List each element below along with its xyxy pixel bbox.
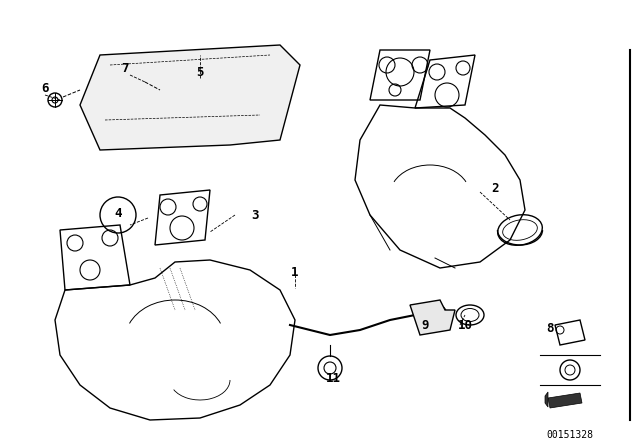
Polygon shape	[548, 393, 582, 408]
Text: 8: 8	[547, 322, 554, 335]
Text: 2: 2	[492, 181, 499, 194]
Polygon shape	[80, 45, 300, 150]
Text: 7: 7	[121, 61, 129, 74]
Text: 5: 5	[196, 65, 204, 78]
Text: 11: 11	[326, 371, 340, 384]
Text: 4: 4	[115, 207, 122, 220]
Polygon shape	[410, 300, 455, 335]
Text: 3: 3	[252, 208, 259, 221]
Text: 00151328: 00151328	[547, 430, 593, 440]
Text: 6: 6	[41, 82, 49, 95]
Polygon shape	[545, 392, 548, 407]
Text: 9: 9	[421, 319, 429, 332]
Text: 1: 1	[291, 266, 299, 279]
Text: 10: 10	[458, 319, 472, 332]
